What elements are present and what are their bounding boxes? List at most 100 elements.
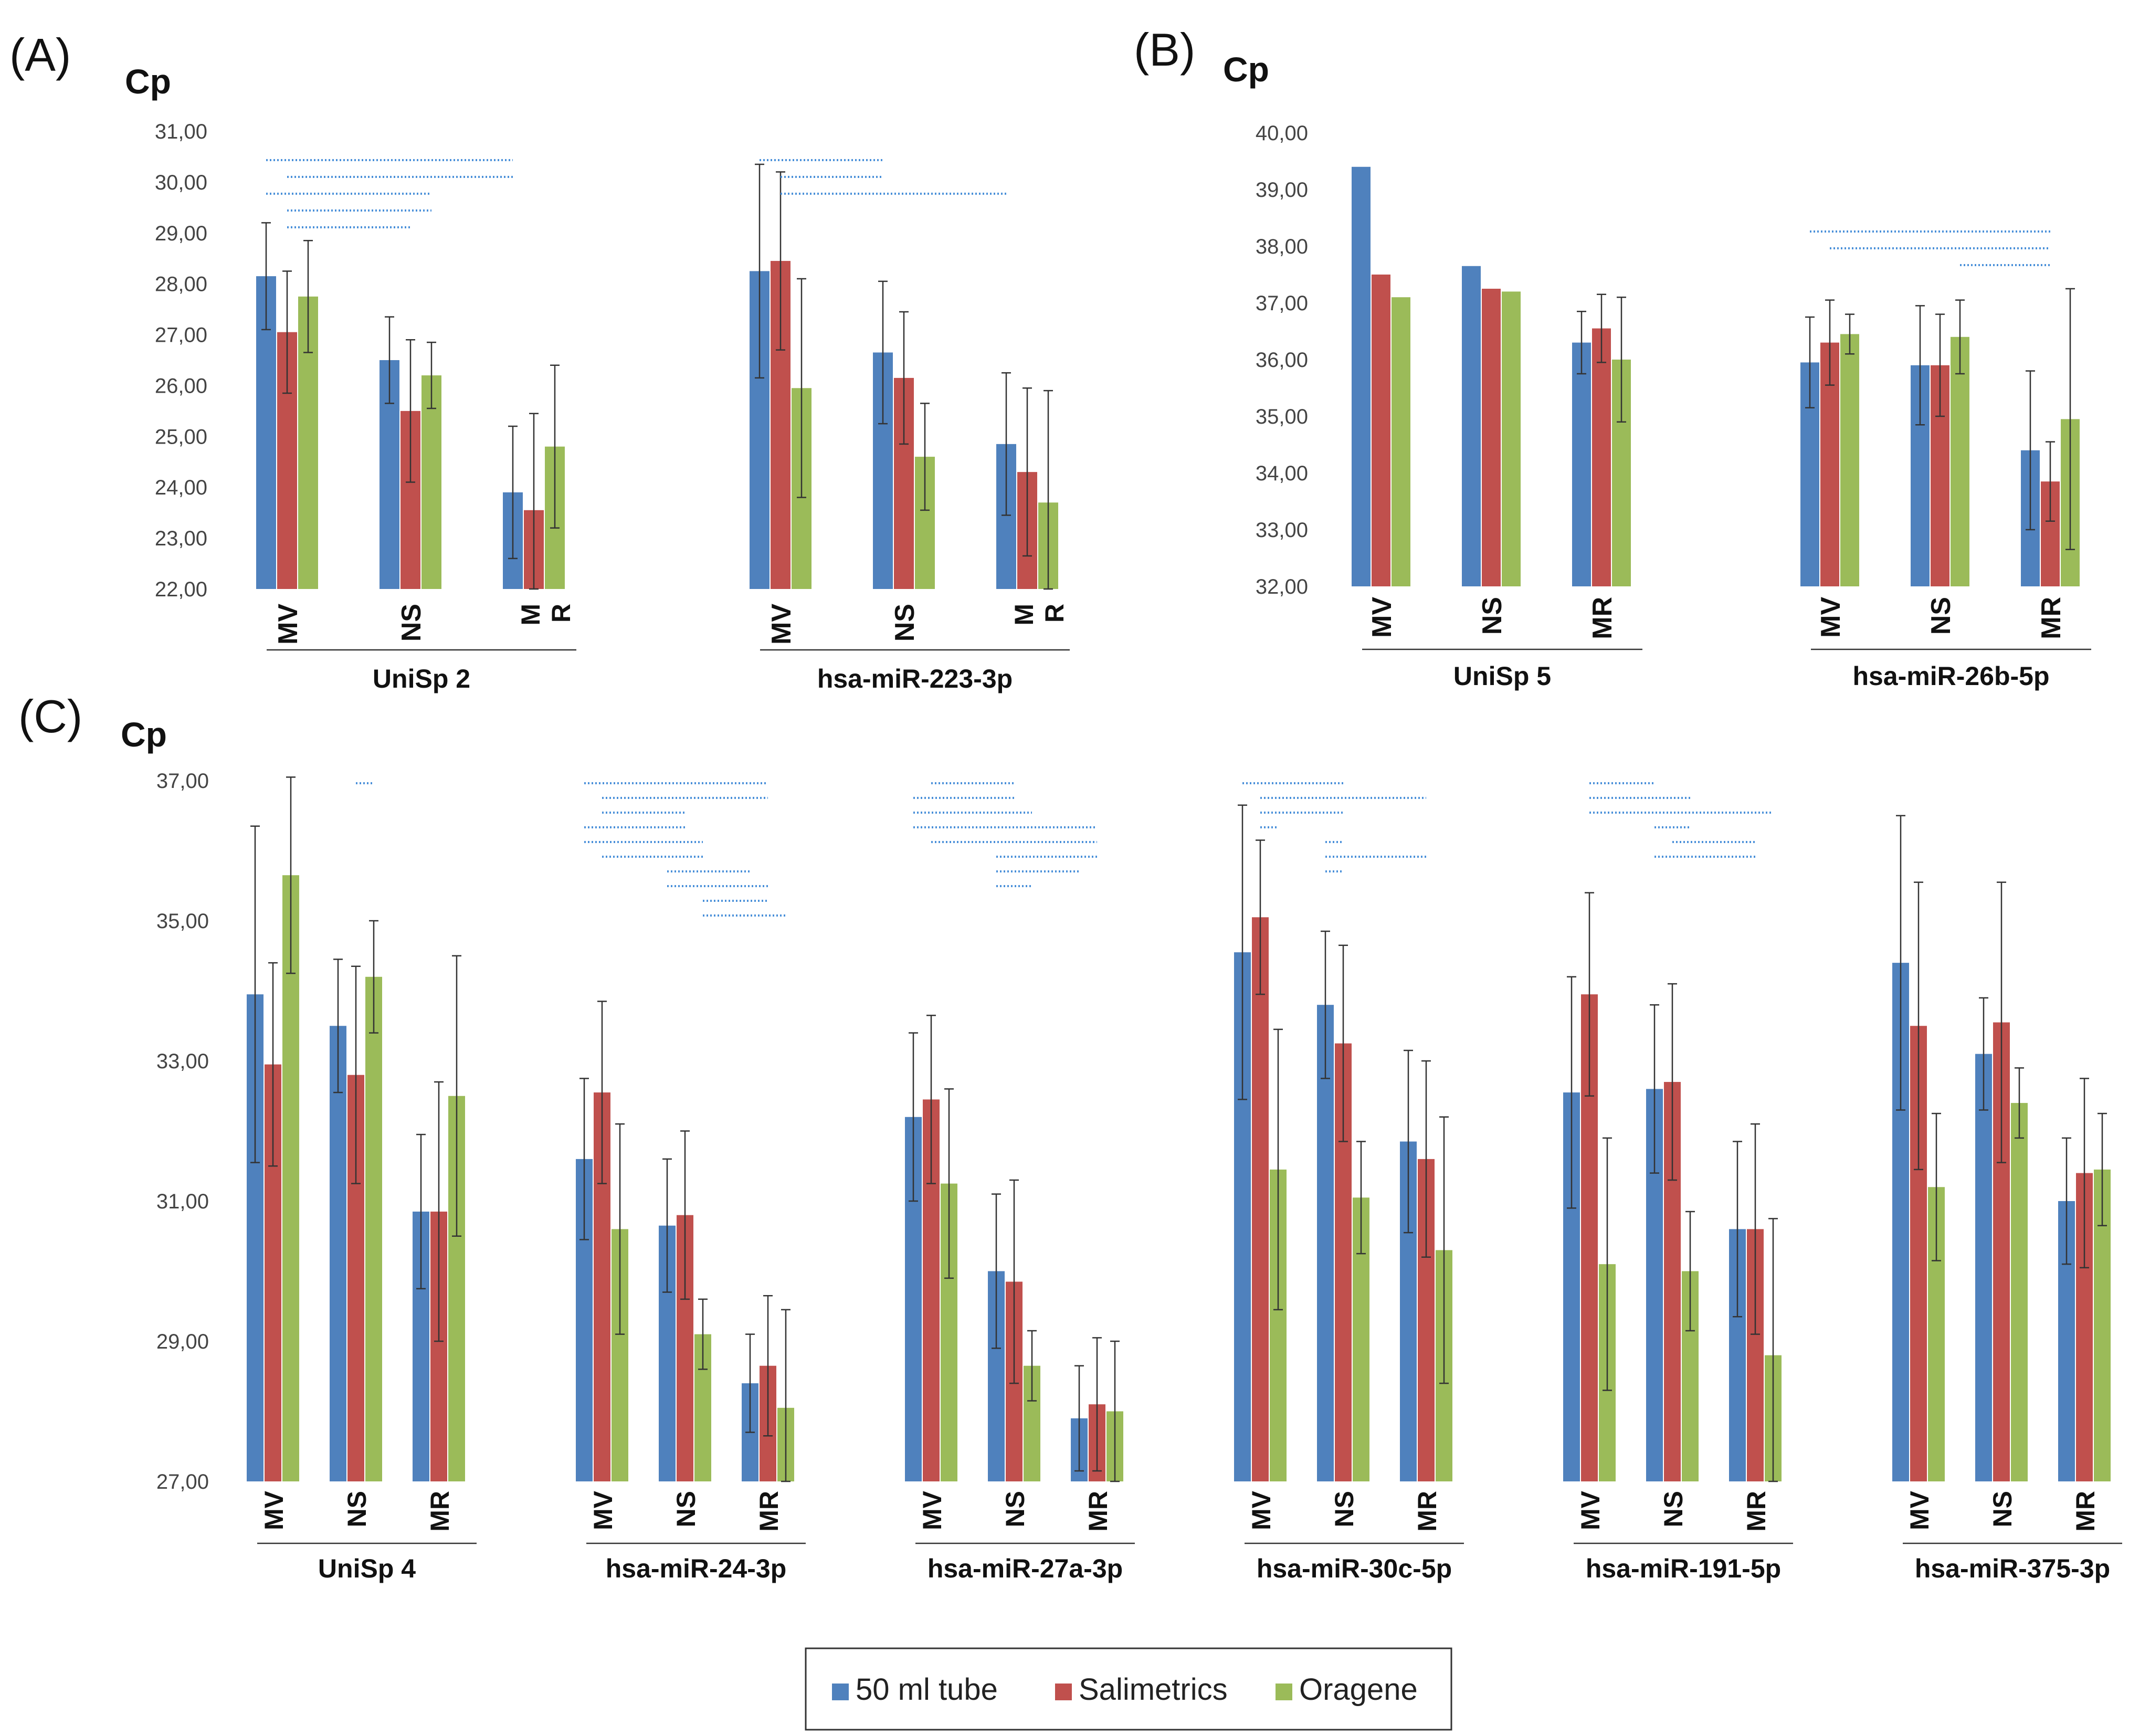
legend-label-50ml: 50 ml tube	[856, 1672, 998, 1707]
y-axis-title-c: Cp	[121, 715, 167, 754]
target-group: MV NS MR hsa-miR-30c-5p	[1234, 782, 1464, 1583]
category-label: R	[546, 604, 576, 623]
y-tick-label: 33,00	[156, 1050, 209, 1073]
target-group: MV NS MR UniSp 4	[247, 776, 477, 1583]
category-label: MR	[1083, 1491, 1113, 1532]
target-label: hsa-miR-223-3p	[817, 664, 1013, 693]
legend-swatch-50ml	[832, 1684, 849, 1700]
y-tick-label: 31,00	[156, 1190, 209, 1213]
y-tick-label: 36,00	[1256, 349, 1308, 372]
target-group: MV NS MR hsa-miR-24-3p	[576, 782, 806, 1583]
category-label: MV	[766, 604, 797, 645]
target-group: MV NS M R UniSp 2	[256, 159, 576, 693]
category-label: MV	[1367, 597, 1397, 638]
y-tick-label: 35,00	[156, 910, 209, 933]
y-tick-label: 23,00	[155, 527, 207, 550]
category-label: MV	[1816, 597, 1846, 638]
target-group: MV NS MR hsa-miR-26b-5p	[1800, 230, 2091, 691]
y-tick-label: 29,00	[156, 1330, 209, 1353]
category-label: NS	[342, 1491, 372, 1527]
bar	[1317, 1005, 1334, 1481]
category-label: MR	[754, 1491, 784, 1532]
legend-box	[805, 1647, 1452, 1731]
bar	[330, 1026, 346, 1481]
bar	[1482, 289, 1501, 586]
category-label: MR	[2071, 1491, 2100, 1532]
panel-letter-c: (C)	[18, 690, 82, 742]
category-label: MR	[1413, 1491, 1442, 1532]
y-tick-label: 25,00	[155, 425, 207, 448]
y-tick-label: 27,00	[156, 1470, 209, 1493]
y-axis-title-b: Cp	[1223, 50, 1269, 89]
category-label: MV	[918, 1490, 947, 1530]
target-label: hsa-miR-26b-5p	[1852, 661, 2049, 691]
target-label: hsa-miR-27a-3p	[928, 1554, 1123, 1583]
category-label: NS	[890, 604, 920, 641]
y-tick-label: 30,00	[155, 171, 207, 194]
target-group: MV NS MR hsa-miR-375-3p	[1892, 815, 2122, 1583]
y-tick-label: 28,00	[155, 273, 207, 296]
category-label: NS	[1659, 1491, 1688, 1527]
bar	[1462, 266, 1481, 586]
legend-swatch-oragene	[1276, 1684, 1292, 1700]
panel-letter-a: (A)	[9, 29, 71, 81]
legend-swatch-salimetrics	[1055, 1684, 1072, 1700]
target-group: MV NS MR hsa-miR-191-5p	[1563, 782, 1793, 1583]
target-label: hsa-miR-375-3p	[1915, 1554, 2110, 1583]
y-tick-label: 31,00	[155, 120, 207, 143]
category-label: MR	[1742, 1491, 1771, 1532]
legend-label-oragene: Oragene	[1299, 1672, 1418, 1707]
target-label: UniSp 4	[318, 1554, 416, 1583]
y-tick-label: 40,00	[1256, 122, 1308, 145]
y-tick-label: 26,00	[155, 374, 207, 397]
y-tick-label: 33,00	[1256, 519, 1308, 542]
category-label: NS	[1000, 1491, 1030, 1527]
bar	[1572, 342, 1591, 586]
bar	[1592, 328, 1611, 586]
bar	[421, 375, 441, 589]
category-label: MV	[1905, 1490, 1934, 1530]
target-group: MV NS MR hsa-miR-27a-3p	[905, 782, 1135, 1583]
y-tick-label: 27,00	[155, 324, 207, 347]
bar	[1975, 1054, 1992, 1481]
bar	[365, 976, 382, 1481]
category-label: MR	[425, 1491, 455, 1532]
category-label: NS	[1926, 597, 1956, 635]
y-tick-label: 32,00	[1256, 575, 1308, 598]
category-label: M	[1009, 604, 1039, 626]
category-label: R	[1040, 604, 1069, 623]
target-label: UniSp 5	[1453, 661, 1551, 691]
category-label: MR	[1587, 597, 1618, 639]
y-tick-label: 35,00	[1256, 405, 1308, 428]
category-label: MV	[259, 1490, 289, 1530]
category-label: NS	[1477, 597, 1508, 635]
bar	[1502, 291, 1521, 586]
y-tick-label: 24,00	[155, 476, 207, 499]
y-tick-label: 38,00	[1256, 235, 1308, 258]
bar	[282, 875, 299, 1481]
y-axis-ticks-c: 27,00 29,00 31,00 33,00 35,00 37,00	[156, 770, 209, 1493]
category-label: MV	[588, 1490, 618, 1530]
category-label: NS	[396, 604, 427, 641]
bar	[1372, 275, 1390, 586]
bar	[1252, 917, 1269, 1481]
y-tick-label: 34,00	[1256, 462, 1308, 485]
y-tick-label: 22,00	[155, 578, 207, 601]
bar	[1951, 336, 1969, 586]
panel-letter-b: (B)	[1134, 24, 1195, 76]
target-label: hsa-miR-30c-5p	[1257, 1554, 1452, 1583]
legend-label-salimetrics: Salimetrics	[1079, 1672, 1228, 1707]
target-label: hsa-miR-24-3p	[606, 1554, 787, 1583]
category-label: MR	[2036, 597, 2067, 639]
bar	[1352, 166, 1371, 586]
plot-area-c: MV NS MR UniSp 4 MV NS MR hsa-miR-24-3p MV NS MR hs…	[247, 776, 2122, 1583]
bar	[1392, 297, 1410, 586]
category-label: NS	[671, 1491, 701, 1527]
bar	[1840, 334, 1859, 586]
y-axis-title-a: Cp	[125, 62, 171, 101]
category-label: NS	[1330, 1491, 1359, 1527]
category-label: MV	[273, 604, 303, 645]
